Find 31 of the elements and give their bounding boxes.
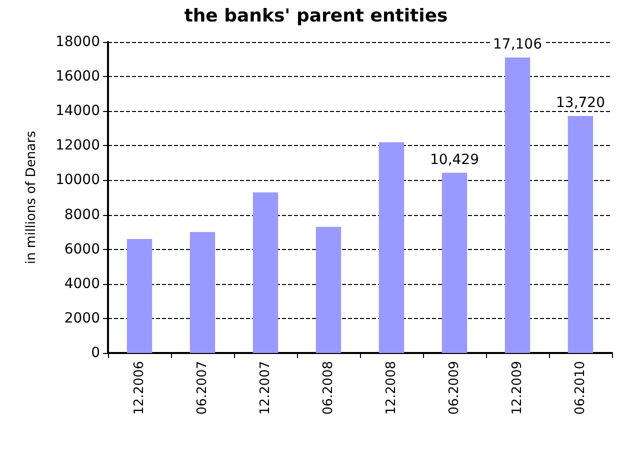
bar <box>316 226 342 353</box>
bar <box>442 172 468 353</box>
bar <box>190 232 216 353</box>
y-axis-title: in millions of Denars <box>24 130 39 264</box>
y-tick-label: 16000 <box>55 68 100 85</box>
x-tick-label: 06.2008 <box>321 361 336 415</box>
x-tick-label: 12.2009 <box>510 361 525 415</box>
y-tick-label: 14000 <box>55 103 100 120</box>
x-tick-label: 06.2007 <box>195 361 210 415</box>
y-tick-label: 10000 <box>55 172 100 188</box>
data-label: 10,429 <box>430 152 479 168</box>
bar <box>504 57 530 353</box>
bar <box>568 116 594 353</box>
y-tick-label: 8000 <box>64 206 100 223</box>
bar <box>378 142 404 353</box>
data-label: 17,106 <box>493 36 542 52</box>
y-tick-label: 6000 <box>64 241 100 258</box>
x-tick-label: 12.2007 <box>258 361 273 415</box>
bar <box>252 192 278 353</box>
bar <box>126 238 152 353</box>
y-tick-label: 2000 <box>64 310 100 326</box>
data-label: 13,720 <box>556 94 605 111</box>
chart-title: the banks' parent entities <box>184 6 448 26</box>
x-tick-label: 06.2009 <box>447 361 462 415</box>
x-tick-label: 12.2006 <box>132 361 147 415</box>
y-tick-label: 0 <box>91 345 100 361</box>
x-tick-label: 12.2008 <box>384 361 399 415</box>
y-tick-label: 18000 <box>55 34 100 50</box>
y-tick-label: 4000 <box>64 276 100 292</box>
x-tick-label: 06.2010 <box>573 361 588 415</box>
y-tick-label: 12000 <box>55 138 100 154</box>
